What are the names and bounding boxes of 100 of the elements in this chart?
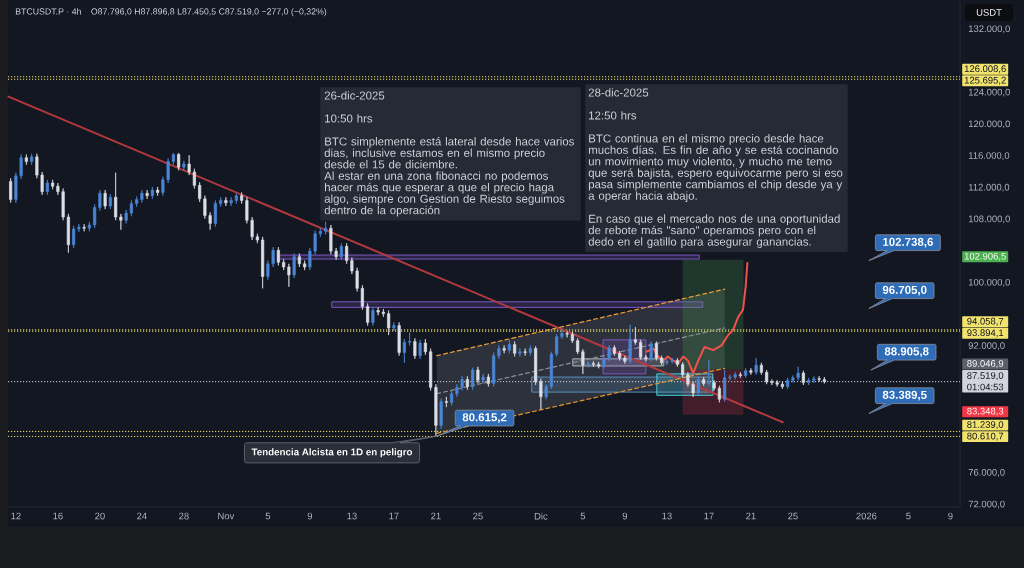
candlestick <box>124 209 128 224</box>
ref-line-label: 93.894,1 <box>967 329 1004 338</box>
x-tick-label: 21 <box>431 512 441 520</box>
candlestick <box>381 308 385 318</box>
annotation: 83.389,5 <box>882 390 927 401</box>
candlestick <box>234 192 238 204</box>
candlestick <box>72 225 76 249</box>
candlestick <box>628 324 632 364</box>
candlestick <box>150 186 154 200</box>
x-tick-label: 17 <box>704 512 714 520</box>
annotation: 28-dic-2025 <box>588 88 649 97</box>
candlestick <box>135 196 139 208</box>
candlestick <box>93 204 97 229</box>
annotation: 12:50 hrs <box>589 111 637 120</box>
candlestick <box>187 154 191 176</box>
candlestick <box>560 328 564 340</box>
ref-line-label: 87.519,0 <box>967 372 1004 380</box>
candlestick <box>318 227 322 238</box>
candlestick <box>261 236 265 289</box>
candlestick <box>450 390 454 406</box>
text: 102.906,5 <box>964 252 1006 261</box>
candlestick <box>434 383 438 437</box>
candlestick <box>177 152 181 171</box>
candlestick <box>145 189 149 200</box>
candlestick <box>213 200 217 227</box>
candlestick <box>570 331 574 344</box>
candlestick <box>754 357 758 376</box>
candlestick <box>576 337 580 355</box>
x-tick-label: 17 <box>389 512 399 520</box>
candlestick <box>182 160 186 171</box>
candlestick <box>544 383 548 400</box>
candlestick <box>744 368 748 379</box>
ref-line-label: 94.058,7 <box>967 317 1004 326</box>
candlestick <box>513 341 517 357</box>
candlestick <box>392 322 396 332</box>
annotation: En caso que el mercado nos de una oportunidad de rebote más "sano" operamos pero con el dedo en el gatillo para asegurar ganancias. <box>588 214 840 248</box>
annotation: 10:50 hrs <box>325 114 373 123</box>
annotation: 80.615,2 <box>462 413 507 423</box>
candlestick <box>87 221 91 232</box>
candlestick <box>9 177 13 204</box>
candlestick <box>786 377 790 390</box>
candlestick <box>287 263 291 288</box>
x-tick-label: 20 <box>95 512 105 520</box>
y-tick-label: 100.000,0 <box>968 278 1010 287</box>
candlestick <box>549 351 553 390</box>
candlestick <box>303 260 307 271</box>
candlestick <box>408 332 412 346</box>
candlestick <box>439 398 443 429</box>
candlestick <box>623 355 627 364</box>
candlestick <box>707 359 711 387</box>
candlestick <box>30 153 34 166</box>
y-tick-label: 72.000,0 <box>968 500 1005 509</box>
candlestick <box>140 189 144 204</box>
candlestick <box>255 233 259 244</box>
candlestick <box>502 345 506 354</box>
candlestick <box>397 322 401 357</box>
candlestick <box>681 361 685 378</box>
candlestick <box>297 253 301 268</box>
x-tick-label: 2026 <box>856 512 877 520</box>
candlestick <box>219 196 223 208</box>
candlestick <box>675 357 679 368</box>
x-tick-label: 21 <box>746 512 756 520</box>
line-series <box>645 262 749 375</box>
candlestick <box>292 253 296 279</box>
x-tick-label: 9 <box>948 512 953 520</box>
candlestick <box>345 242 349 265</box>
x-tick-label: 5 <box>580 512 586 520</box>
x-tick-label: Dic <box>534 512 548 520</box>
annotation: 96.705,0 <box>882 285 927 296</box>
candlestick <box>597 361 601 369</box>
candlestick <box>497 345 501 360</box>
x-tick-label: 9 <box>307 512 313 520</box>
annotation: BTC continua en el mismo precio desde hace muchos días. Es fin de año y se está cocinando un movimiento muy violento, y mucho me temo que será bajista, espero equivocarme pero si eso pasa simplemente cambiamos el chip desde ya y a operar hacia abajo. <box>588 134 843 203</box>
candlestick <box>224 196 228 207</box>
ref-line-label: 81.239,0 <box>967 421 1004 430</box>
candlestick <box>696 376 700 396</box>
y-tick-label: 120.000,0 <box>968 120 1010 129</box>
candlestick <box>507 339 511 354</box>
annotation: 102.738,6 <box>883 237 933 248</box>
annotation: 26-dic-2025 <box>324 91 385 100</box>
annotation: Tendencia Alcista en 1D en peligro <box>251 448 413 458</box>
x-tick-label: 28 <box>179 512 189 520</box>
x-tick-label: 25 <box>788 512 798 520</box>
candlestick <box>360 284 364 311</box>
candlestick <box>282 258 286 271</box>
x-tick-label: Nov <box>218 512 235 520</box>
candlestick <box>481 373 485 384</box>
candlestick <box>413 337 417 360</box>
candlestick <box>77 223 81 233</box>
candlestick <box>812 375 816 383</box>
candlestick <box>51 179 55 190</box>
candlestick <box>156 186 160 197</box>
candlestick <box>581 348 585 375</box>
candlestick <box>471 367 475 391</box>
candlestick <box>586 360 590 368</box>
x-tick-label: 13 <box>347 512 357 520</box>
candlestick <box>324 221 328 235</box>
candlestick <box>518 348 522 357</box>
x-tick-label: 9 <box>622 512 628 520</box>
text: O87.796,0 H87.896,8 L87.450,5 C87.519,0 −277,0 (−0,32%) <box>91 8 327 17</box>
